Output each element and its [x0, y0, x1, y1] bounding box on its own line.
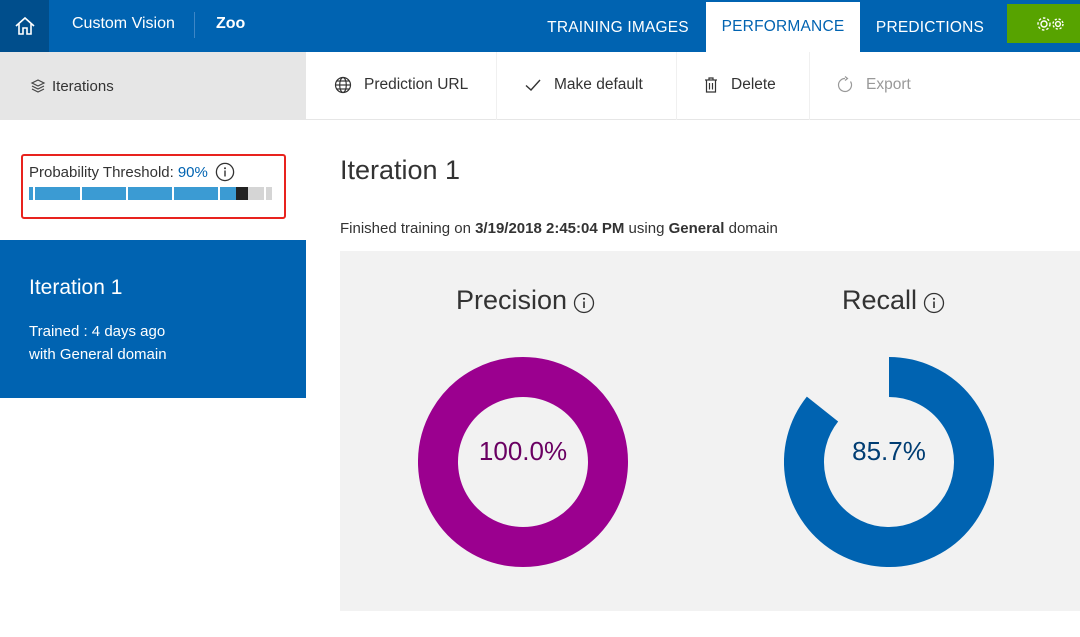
training-date: 3/19/2018 2:45:04 PM: [475, 220, 625, 237]
iterations-header-label: Iterations: [52, 77, 114, 95]
layers-icon: [30, 79, 46, 93]
iteration-card[interactable]: Iteration 1 Trained : 4 days ago with Ge…: [0, 240, 306, 398]
slider-tick: [80, 187, 82, 200]
toolbar: Prediction URL Make default Delete Expor…: [306, 52, 1080, 120]
slider-fill: [29, 187, 236, 200]
delete-button[interactable]: Delete: [703, 76, 776, 94]
precision-title: Precision: [456, 285, 595, 316]
iteration-card-title: Iteration 1: [29, 276, 123, 299]
iteration-domain: with General domain: [29, 346, 167, 363]
home-icon: [14, 16, 35, 35]
slider-handle[interactable]: [236, 187, 248, 200]
recall-title-label: Recall: [842, 285, 918, 315]
slider-tick: [264, 187, 266, 200]
iteration-trained-time: Trained : 4 days ago: [29, 323, 166, 340]
globe-icon: [334, 76, 352, 94]
threshold-label-text: Probability Threshold:: [29, 163, 174, 181]
tab-performance[interactable]: PERFORMANCE: [706, 2, 860, 52]
trash-icon: [705, 77, 717, 93]
app-name-link[interactable]: Custom Vision: [72, 15, 175, 32]
toolbar-divider: [676, 52, 677, 120]
training-info-middle: using: [628, 220, 665, 237]
top-nav-bar: Custom Vision Zoo TRAINING IMAGES PERFOR…: [0, 0, 1080, 52]
tab-training-images[interactable]: TRAINING IMAGES: [547, 19, 689, 36]
recall-value: 85.7%: [852, 436, 926, 466]
toolbar-divider: [496, 52, 497, 120]
header-divider: [194, 12, 195, 38]
info-icon[interactable]: [923, 292, 945, 314]
export-label: Export: [866, 76, 911, 93]
probability-threshold-label: Probability Threshold: 90%: [29, 162, 235, 182]
toolbar-divider: [809, 52, 810, 120]
make-default-label: Make default: [554, 76, 643, 93]
page-title: Iteration 1: [340, 155, 461, 185]
gears-icon: [1037, 16, 1064, 31]
precision-donut-chart: [418, 357, 628, 567]
training-info: Finished training on 3/19/2018 2:45:04 P…: [340, 220, 778, 237]
precision-title-label: Precision: [456, 285, 568, 315]
metrics-panel: Precision 100.0% Recall 85.7%: [340, 251, 1080, 611]
training-info-suffix: domain: [728, 220, 778, 237]
threshold-highlight-box: [21, 154, 286, 219]
recall-donut-arc: [784, 357, 994, 567]
make-default-button[interactable]: Make default: [524, 76, 643, 94]
slider-tick: [218, 187, 220, 200]
prediction-url-button[interactable]: Prediction URL: [334, 76, 468, 94]
training-info-prefix: Finished training on: [340, 220, 471, 237]
slider-tick: [33, 187, 35, 200]
precision-value: 100.0%: [478, 436, 568, 466]
precision-donut-arc: [418, 357, 628, 567]
info-icon[interactable]: [215, 162, 235, 182]
threshold-value: 90%: [177, 163, 208, 181]
delete-label: Delete: [731, 76, 776, 93]
export-button[interactable]: Export: [836, 76, 911, 94]
training-domain: General: [668, 220, 725, 237]
iterations-header[interactable]: Iterations: [0, 52, 306, 120]
recall-donut-chart: [784, 357, 994, 567]
info-icon[interactable]: [573, 292, 595, 314]
recall-title: Recall: [842, 285, 945, 316]
project-name[interactable]: Zoo: [216, 15, 246, 32]
home-button[interactable]: [0, 0, 49, 52]
settings-button[interactable]: [1007, 4, 1080, 43]
slider-tick: [126, 187, 128, 200]
prediction-url-label: Prediction URL: [364, 76, 469, 93]
probability-threshold-slider[interactable]: [29, 187, 272, 200]
checkmark-icon: [525, 79, 541, 91]
refresh-icon: [837, 76, 853, 93]
slider-tick: [172, 187, 174, 200]
tab-predictions[interactable]: PREDICTIONS: [875, 19, 985, 36]
